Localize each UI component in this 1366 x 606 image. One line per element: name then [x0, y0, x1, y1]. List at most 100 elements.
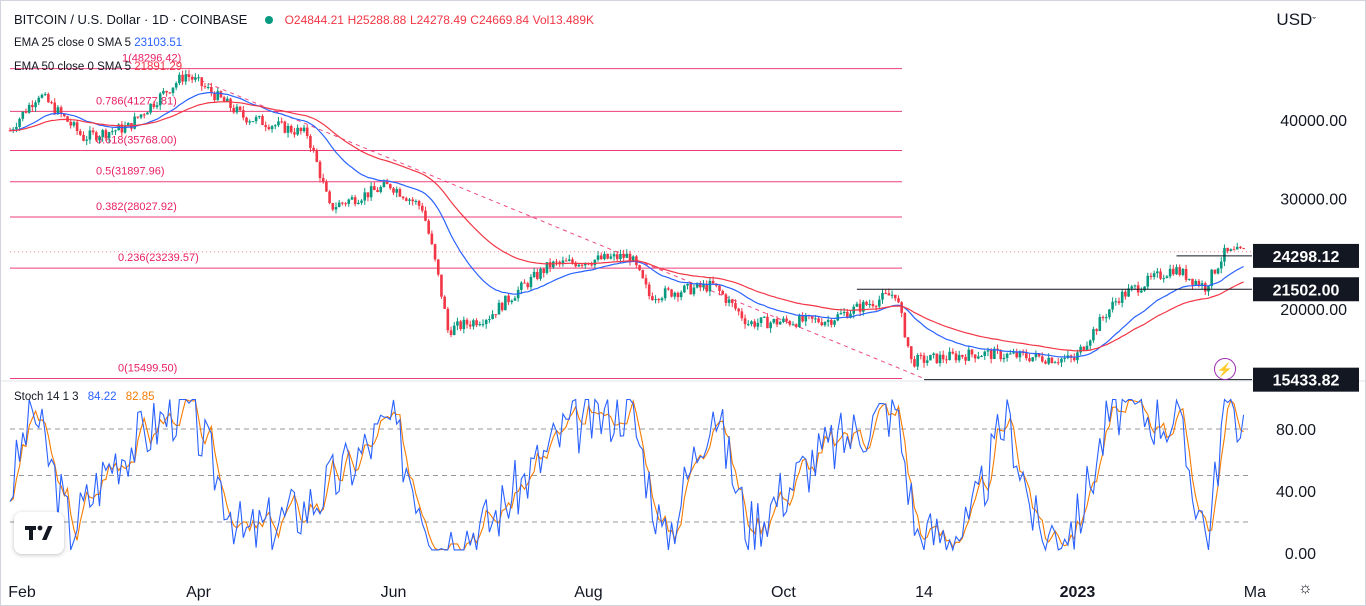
candle-body: [296, 127, 299, 135]
candle-body: [59, 107, 63, 114]
candle-body: [1012, 352, 1015, 354]
candle-body: [941, 354, 945, 360]
fib-level-label: 0.5(31897.96): [96, 166, 165, 178]
candle-body: [855, 303, 859, 307]
candle-body: [964, 356, 967, 361]
candle-body: [446, 308, 450, 331]
currency-selector[interactable]: USDˇ: [1276, 10, 1316, 30]
candle-body: [1133, 285, 1137, 287]
candle-body: [871, 303, 875, 307]
candle-body: [369, 186, 373, 198]
candle-body: [216, 91, 220, 101]
candle-body: [913, 359, 916, 367]
candle-body: [443, 296, 446, 309]
candle-body: [868, 303, 872, 305]
candle-body: [353, 197, 357, 205]
candle-body: [465, 319, 469, 325]
candle-body: [1223, 247, 1226, 262]
candle-body: [277, 121, 280, 126]
fib-level-label: 0.382(28027.92): [96, 201, 177, 213]
candle-body: [641, 270, 645, 279]
candle-body: [625, 253, 629, 258]
candle-body: [325, 181, 328, 192]
tradingview-logo-icon[interactable]: [14, 512, 64, 554]
price-levels[interactable]: 24298.12 21502.00 15433.82: [856, 243, 1359, 392]
candle-body: [248, 121, 251, 123]
ema25-legend[interactable]: EMA 25 close 0 SMA 5 23103.51: [14, 37, 182, 49]
candle-body: [318, 161, 322, 178]
candle-body: [245, 117, 248, 123]
candle-body: [1165, 276, 1169, 279]
candle-body: [862, 301, 865, 312]
ema50-legend[interactable]: EMA 50 close 0 SMA 5 21891.29: [14, 61, 182, 73]
candle-body: [846, 311, 849, 318]
gear-icon[interactable]: ☼: [1298, 580, 1313, 597]
candle-body: [938, 354, 942, 364]
candle-body: [404, 198, 408, 201]
candle-body: [1200, 283, 1204, 287]
candle-body: [286, 125, 290, 133]
candle-body: [545, 262, 549, 273]
candle-body: [1056, 362, 1060, 364]
candle-body: [1181, 268, 1185, 275]
candle-body: [724, 294, 728, 303]
candle-body: [670, 289, 673, 297]
candle-body: [456, 321, 459, 326]
candle-body: [146, 112, 149, 115]
candle-body: [408, 199, 411, 201]
candle-body: [657, 299, 661, 301]
lightning-icon[interactable]: ⚡: [1214, 358, 1236, 380]
candle-body: [1239, 246, 1242, 249]
candle-body: [513, 298, 517, 301]
candle-body: [334, 207, 338, 210]
candle-body: [126, 122, 130, 126]
candle-body: [1143, 286, 1146, 291]
price-tick-label: 30000.00: [1280, 191, 1347, 208]
candle-body: [264, 125, 267, 128]
candle-body: [1009, 353, 1012, 355]
candle-body: [468, 324, 472, 327]
candle-body: [839, 313, 843, 315]
stoch-d-value: 82.85: [125, 391, 155, 403]
candle-body: [168, 92, 172, 94]
candle-body: [1104, 317, 1108, 319]
ohlc-low: L24278.49: [409, 13, 467, 27]
time-tick-label: 2023: [1060, 584, 1096, 601]
candle-body: [539, 268, 542, 279]
candle-body: [427, 220, 430, 234]
candle-body: [718, 285, 721, 291]
candle-body: [75, 122, 79, 131]
candle-body: [56, 107, 60, 114]
candle-body: [79, 130, 82, 135]
candle-body: [1034, 353, 1038, 358]
candle-body: [1002, 357, 1006, 360]
price-series: [8, 69, 1252, 371]
ema50-line: [10, 100, 1244, 352]
candle-body: [766, 316, 769, 329]
candle-body: [475, 320, 478, 326]
candle-body: [452, 325, 456, 335]
candle-body: [181, 74, 184, 82]
candle-body: [107, 132, 111, 139]
candle-body: [178, 74, 181, 84]
candle-body: [34, 102, 37, 108]
candle-body: [270, 126, 274, 130]
candle-body: [740, 311, 744, 319]
candle-body: [548, 262, 552, 268]
candle-body: [152, 103, 156, 107]
candle-body: [833, 320, 836, 325]
candle-body: [1108, 309, 1111, 318]
candle-body: [877, 299, 881, 307]
ohlc-open: O24844.21: [284, 13, 344, 27]
candle-body: [1095, 329, 1098, 332]
candle-body: [1130, 286, 1134, 289]
candle-body: [858, 303, 862, 312]
symbol-title[interactable]: BITCOIN / U.S. Dollar · 1D · COINBASE: [14, 12, 248, 27]
candle-body: [695, 283, 699, 288]
candle-body: [596, 255, 600, 260]
fibonacci-retracement[interactable]: 1(48296.42) 0.786(41277.81) 0.618(35768.00…: [10, 53, 925, 380]
candle-body: [104, 130, 108, 139]
candle-body: [961, 355, 964, 357]
stoch-legend[interactable]: Stoch 14 1 3 84.22 82.85: [14, 391, 155, 403]
